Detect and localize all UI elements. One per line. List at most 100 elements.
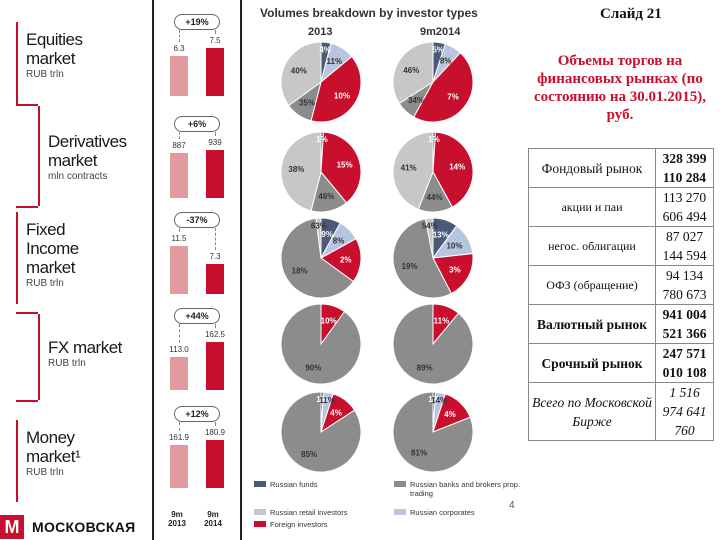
market-unit: RUB trln (26, 69, 64, 80)
market-name-line: market¹ (26, 447, 81, 466)
table-row: Срочный рынок 247 571 010 108 (528, 343, 714, 383)
table-row: ОФЗ (обращение) 94 134 780 673 (528, 265, 714, 305)
bar-value-prev: 11.5 (171, 234, 187, 243)
logo-mark-icon: M (0, 515, 24, 539)
pie-data-label: 3% (449, 266, 461, 275)
table-row: акции и паи 113 270 606 494 (528, 187, 714, 227)
axis-label-cur: 9m 2014 (204, 510, 222, 528)
bar-cur (206, 264, 224, 294)
row-value: 113 270 606 494 (655, 187, 714, 227)
pie-slice-foreign (320, 131, 362, 204)
row-label: Фондовый рынок (528, 148, 656, 188)
pie-data-label: 41% (401, 163, 417, 172)
bar-value-cur: 162.5 (204, 330, 226, 339)
pie-data-label: 13% (433, 230, 449, 239)
growth-bars-column: +19% 6.3 7.5 +6% 887 939 -37% 11.5 7.3 +… (152, 0, 242, 540)
growth-badge: +6% (174, 116, 220, 132)
table-row: Всего по Московской Бирже 1 516 974 641 … (528, 382, 714, 441)
pie-data-label: 40% (291, 67, 307, 76)
bar-value-prev: 887 (172, 141, 186, 150)
market-box-equities: Equities market RUB trln (16, 22, 136, 104)
market-name-line: market (26, 49, 75, 68)
growth-connector (215, 228, 216, 250)
row-label: Срочный рынок (528, 343, 656, 383)
pie-slice-retail (280, 41, 322, 107)
pie-slice-retail (424, 217, 434, 259)
investor-breakdown-chart: Volumes breakdown by investor types 2013… (244, 0, 526, 530)
pie-grid: 4%11%10%35%40%5%8%7%34%46%1%15%46%38%1%1… (280, 41, 474, 473)
column-label-2013: 2013 (308, 26, 333, 38)
column-label-9m2014: 9m2014 (420, 26, 461, 38)
market-name-line: Fixed (26, 220, 66, 239)
bar-panel-derivatives: +6% 887 939 (156, 112, 240, 204)
pie-slice-banks (392, 303, 474, 385)
pie-data-label: 1% (428, 135, 440, 144)
market-box-derivatives: Derivatives market mln contracts (38, 124, 150, 206)
pie-data-label: 19% (402, 262, 418, 271)
market-unit: RUB trln (26, 278, 64, 289)
pie-slice-retail (280, 131, 322, 212)
market-name-line: Equities (26, 30, 83, 49)
pie-data-label: 11% (326, 57, 342, 66)
market-name-line: market (48, 151, 97, 170)
pie-data-label: 1% (316, 395, 328, 404)
pie-data-label: 63% (311, 221, 327, 230)
pie-slice-banks (280, 217, 355, 299)
pie-data-label: 90% (305, 364, 321, 373)
bar-prev (170, 357, 188, 390)
pie-data-label: 10% (321, 316, 337, 325)
legend-item-foreign: Foreign investors (254, 520, 384, 529)
row-label: Валютный рынок (528, 304, 656, 344)
bar-cur (206, 150, 224, 198)
chart-title: Volumes breakdown by investor types (260, 6, 478, 20)
pie-data-label: 38% (288, 165, 304, 174)
growth-badge: -37% (174, 212, 220, 228)
divider-accent (16, 104, 38, 106)
divider-accent (38, 314, 40, 400)
pie-slice-retail (392, 41, 434, 105)
pie-data-label: 81% (411, 449, 427, 458)
pie-data-label: 14% (431, 396, 447, 405)
growth-connector (215, 30, 216, 34)
divider-accent (16, 312, 38, 314)
bar-cur (206, 440, 224, 488)
row-label: акции и паи (528, 187, 656, 227)
legend-swatch (394, 481, 406, 487)
pie-data-label: 8% (440, 57, 452, 66)
pie-slice-retail (392, 131, 434, 210)
pie-data-label: 14% (449, 163, 465, 172)
logo-text: МОСКОВСКАЯ (32, 519, 136, 535)
row-value: 87 027 144 594 (655, 226, 714, 266)
pie-data-label: 8% (333, 236, 345, 245)
pie-slice-foreign (432, 253, 474, 295)
bar-prev (170, 153, 188, 198)
bar-cur (206, 342, 224, 390)
table-row: негос. облигации 87 027 144 594 (528, 226, 714, 266)
legend-item-retail: Russian retail investors (254, 508, 384, 517)
bar-panel-fixed-income: -37% 11.5 7.3 (156, 208, 240, 300)
bar-prev (170, 445, 188, 488)
pie-data-label: 5% (432, 46, 444, 55)
pie-data-label: 4% (319, 45, 331, 54)
slide-number: Слайд 21 (600, 6, 662, 22)
legend-swatch (394, 509, 406, 515)
exchange-logo: M МОСКОВСКАЯ (0, 514, 150, 540)
bar-value-prev: 6.3 (173, 44, 185, 53)
growth-badge: +19% (174, 14, 220, 30)
bar-panel-money: +12% 161.9 180.9 (156, 402, 240, 494)
pie-data-label: 10% (334, 91, 350, 100)
market-box-fx: FX market RUB trln (38, 330, 150, 390)
growth-connector (179, 228, 180, 232)
pie-data-label: 46% (318, 192, 334, 201)
pie-slice-foreign (320, 238, 362, 283)
market-name-line: Money (26, 428, 75, 447)
bar-panel-equities: +19% 6.3 7.5 (156, 10, 240, 102)
market-labels-column: Equities market RUB trln Derivatives mar… (0, 0, 150, 520)
row-value: 941 004 521 366 (655, 304, 714, 344)
market-name-line: Income (26, 239, 79, 258)
pie-data-label: 15% (337, 160, 353, 169)
pie-slice-banks (392, 218, 453, 299)
pie-data-label: 89% (417, 363, 433, 372)
pie-data-label: 2% (340, 256, 352, 265)
market-box-money: Money market¹ RUB trln (16, 420, 136, 502)
